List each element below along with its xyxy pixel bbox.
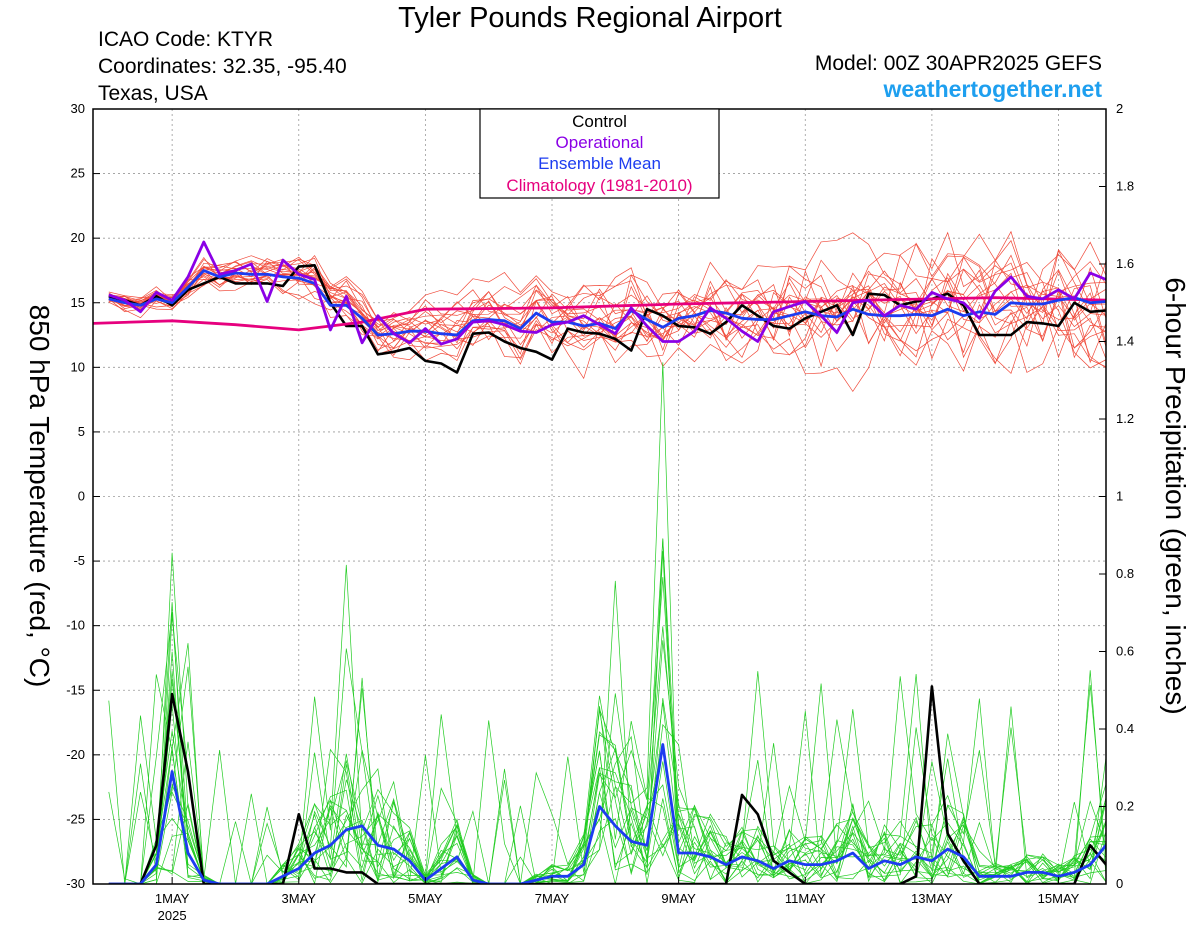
legend: Control Operational Ensemble Mean Climat… bbox=[479, 108, 720, 199]
right-tick-label: 1.4 bbox=[1116, 334, 1134, 349]
left-tick-label: 0 bbox=[78, 489, 85, 504]
ensemble-mean-precip-line bbox=[108, 743, 1106, 884]
left-tick-label: 15 bbox=[71, 295, 85, 310]
region: Texas, USA bbox=[98, 82, 208, 105]
x-tick-label: 13MAY bbox=[911, 891, 953, 906]
right-tick-label: 1.6 bbox=[1116, 256, 1134, 271]
x-tick-label: 1MAY bbox=[155, 891, 190, 906]
left-tick-label: -15 bbox=[66, 682, 85, 697]
control-precip-line bbox=[108, 685, 1106, 884]
left-axis-label: 850 hPa Temperature (red, °C) bbox=[24, 305, 55, 688]
temp-member-line bbox=[108, 252, 1106, 360]
model-run: Model: 00Z 30APR2025 GEFS bbox=[814, 52, 1102, 75]
precip-member-line bbox=[108, 683, 1106, 884]
precip-member-line bbox=[108, 679, 1106, 884]
left-tick-label: -20 bbox=[66, 747, 85, 762]
legend-climatology: Climatology (1981-2010) bbox=[506, 176, 692, 195]
precip-member-line bbox=[108, 362, 1106, 884]
right-tick-label: 0.6 bbox=[1116, 644, 1134, 659]
x-tick-label: 3MAY bbox=[282, 891, 317, 906]
main-series bbox=[93, 240, 1106, 884]
temp-member-line bbox=[108, 268, 1106, 359]
grid bbox=[93, 108, 1106, 885]
temp-member-line bbox=[108, 272, 1106, 368]
x-tick-sublabel: 2025 bbox=[158, 908, 187, 923]
legend-box bbox=[479, 108, 720, 199]
coordinates: Coordinates: 32.35, -95.40 bbox=[98, 55, 347, 78]
right-tick-label: 2 bbox=[1116, 101, 1123, 116]
right-tick-label: 1 bbox=[1116, 489, 1123, 504]
chart-title: Tyler Pounds Regional Airport bbox=[398, 2, 782, 34]
right-tick-label: 1.8 bbox=[1116, 179, 1134, 194]
right-tick-label: 0.4 bbox=[1116, 721, 1134, 736]
temp-member-line bbox=[108, 230, 1106, 380]
temp-member-line bbox=[108, 259, 1106, 393]
x-tick-label: 5MAY bbox=[408, 891, 443, 906]
precip-member-line bbox=[108, 643, 1106, 884]
tick-labels: 302520151050-5-10-15-20-25-3021.81.61.41… bbox=[66, 101, 1134, 923]
precip-member-line bbox=[108, 551, 1106, 884]
operational-temp-line bbox=[108, 240, 1106, 346]
ensemble-members bbox=[108, 230, 1106, 884]
temp-member-line bbox=[108, 239, 1106, 362]
left-tick-label: -30 bbox=[66, 876, 85, 891]
climatology-1981-2010-temp-line bbox=[93, 296, 1106, 332]
left-tick-label: 25 bbox=[71, 166, 85, 181]
left-tick-label: -25 bbox=[66, 811, 85, 826]
site-link[interactable]: weathertogether.net bbox=[883, 76, 1102, 102]
left-tick-label: -10 bbox=[66, 618, 85, 633]
left-tick-label: 30 bbox=[71, 101, 85, 116]
temp-member-line bbox=[108, 254, 1106, 355]
precip-member-line bbox=[108, 580, 1106, 884]
x-tick-label: 15MAY bbox=[1038, 891, 1080, 906]
x-tick-label: 11MAY bbox=[785, 891, 826, 906]
left-tick-label: -5 bbox=[73, 553, 85, 568]
right-tick-label: 1.2 bbox=[1116, 411, 1134, 426]
precip-member-line bbox=[108, 670, 1106, 884]
x-tick-label: 9MAY bbox=[661, 891, 696, 906]
control-temp-line bbox=[108, 263, 1106, 374]
icao-code: ICAO Code: KTYR bbox=[98, 28, 274, 51]
ensemble-mean-temp-line bbox=[108, 269, 1106, 337]
right-tick-label: 0 bbox=[1116, 876, 1123, 891]
precip-member-line bbox=[108, 640, 1106, 884]
left-tick-label: 10 bbox=[71, 359, 85, 374]
legend-operational: Operational bbox=[556, 133, 644, 152]
legend-ensemble-mean: Ensemble Mean bbox=[538, 154, 661, 173]
temp-member-line bbox=[108, 263, 1106, 369]
right-axis-label: 6-hour Precipitation (green, inches) bbox=[1160, 277, 1191, 714]
x-tick-label: 7MAY bbox=[535, 891, 570, 906]
right-tick-label: 0.2 bbox=[1116, 799, 1134, 814]
left-tick-label: 5 bbox=[78, 424, 85, 439]
left-tick-label: 20 bbox=[71, 230, 85, 245]
legend-control: Control bbox=[572, 112, 627, 131]
right-tick-label: 0.8 bbox=[1116, 566, 1134, 581]
